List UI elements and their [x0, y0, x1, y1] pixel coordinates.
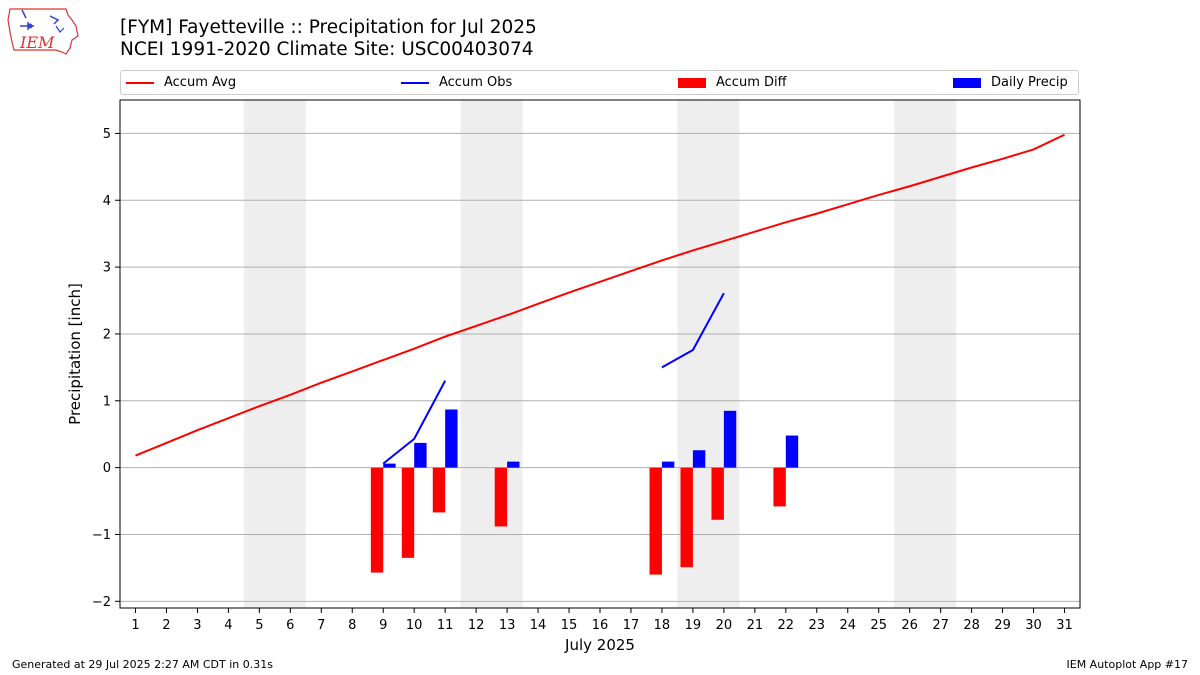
x-tick-label: 25	[870, 618, 887, 633]
x-tick-label: 13	[499, 618, 516, 633]
accum-diff-bar	[773, 467, 786, 507]
x-tick-label: 6	[286, 618, 294, 633]
x-tick-label: 2	[162, 618, 170, 633]
x-tick-label: 31	[1056, 618, 1073, 633]
x-tick-label: 18	[654, 618, 671, 633]
chart-subtitle: NCEI 1991-2020 Climate Site: USC00403074	[120, 39, 534, 60]
accum-diff-bar	[432, 467, 446, 513]
x-tick-label: 12	[468, 618, 485, 633]
daily-precip-bar	[507, 461, 520, 468]
accum-diff-bar	[711, 467, 724, 520]
y-tick-label: 0	[103, 461, 111, 476]
daily-precip-bar	[723, 410, 737, 468]
legend-item-accum-obs: Accum Obs	[401, 71, 512, 94]
svg-text:IEM: IEM	[19, 33, 55, 52]
x-tick-label: 28	[963, 618, 980, 633]
legend-item-accum-avg: Accum Avg	[126, 71, 236, 94]
x-tick-label: 7	[317, 618, 325, 633]
legend-label: Accum Avg	[164, 75, 237, 90]
x-tick-label: 16	[592, 618, 609, 633]
y-axis-label: Precipitation [inch]	[66, 283, 84, 425]
x-tick-label: 23	[809, 618, 826, 633]
x-tick-label: 9	[379, 618, 387, 633]
y-tick-label: 1	[103, 394, 111, 409]
y-tick-label: 2	[103, 327, 111, 342]
x-tick-label: 1	[131, 618, 139, 633]
chart-title: [FYM] Fayetteville :: Precipitation for …	[120, 17, 537, 38]
x-tick-label: 17	[623, 618, 640, 633]
weekend-shade	[243, 100, 306, 608]
legend: Accum Avg Accum Obs Accum Diff Daily Pre…	[120, 70, 1079, 95]
accum-diff-bar	[680, 467, 693, 568]
iem-logo: IEM	[7, 8, 79, 55]
x-tick-label: 5	[255, 618, 263, 633]
daily-precip-bar	[785, 435, 799, 468]
y-tick-label: −1	[92, 528, 111, 543]
daily-precip-bar	[661, 461, 675, 468]
y-tick-label: −2	[92, 595, 111, 610]
accum-avg-line	[135, 133, 1065, 457]
x-tick-label: 22	[778, 618, 795, 633]
accum-diff-bar	[401, 467, 415, 558]
y-tick-label: 4	[103, 194, 111, 209]
y-tick-label: 5	[103, 127, 111, 142]
x-tick-label: 19	[685, 618, 702, 633]
x-tick-label: 10	[406, 618, 423, 633]
daily-precip-bar	[414, 442, 427, 468]
weekend-shade	[894, 100, 957, 608]
accum-obs-line	[661, 292, 725, 369]
app-credit: IEM Autoplot App #17	[1066, 658, 1189, 671]
accum-diff-bar	[649, 467, 662, 575]
x-tick-label: 26	[901, 618, 918, 633]
legend-swatch	[678, 77, 706, 88]
x-tick-label: 30	[1025, 618, 1042, 633]
legend-item-daily-precip: Daily Precip	[953, 71, 1068, 94]
legend-item-accum-diff: Accum Diff	[678, 71, 787, 94]
x-tick-label: 3	[193, 618, 201, 633]
weekend-shade	[460, 100, 523, 608]
x-tick-label: 29	[994, 618, 1011, 633]
daily-precip-bar	[383, 463, 396, 468]
accum-obs-line	[382, 380, 447, 465]
legend-label: Accum Obs	[439, 75, 513, 90]
daily-precip-bar	[445, 409, 458, 468]
x-tick-label: 27	[932, 618, 949, 633]
x-tick-label: 24	[839, 618, 856, 633]
daily-precip-bar	[692, 450, 706, 468]
x-tick-label: 20	[716, 618, 733, 633]
generated-timestamp: Generated at 29 Jul 2025 2:27 AM CDT in …	[12, 658, 273, 671]
accum-diff-bar	[494, 467, 508, 527]
x-axis-label: July 2025	[564, 636, 635, 654]
x-tick-label: 15	[561, 618, 578, 633]
legend-swatch	[401, 81, 429, 84]
x-tick-label: 11	[437, 618, 454, 633]
legend-label: Accum Diff	[716, 75, 787, 90]
y-tick-label: 3	[103, 261, 111, 276]
legend-label: Daily Precip	[991, 75, 1068, 90]
x-tick-label: 21	[747, 618, 764, 633]
x-tick-label: 8	[348, 618, 356, 633]
x-tick-label: 14	[530, 618, 547, 633]
legend-swatch	[953, 77, 981, 88]
accum-diff-bar	[370, 467, 384, 573]
x-tick-label: 4	[224, 618, 232, 633]
legend-swatch	[126, 81, 154, 84]
